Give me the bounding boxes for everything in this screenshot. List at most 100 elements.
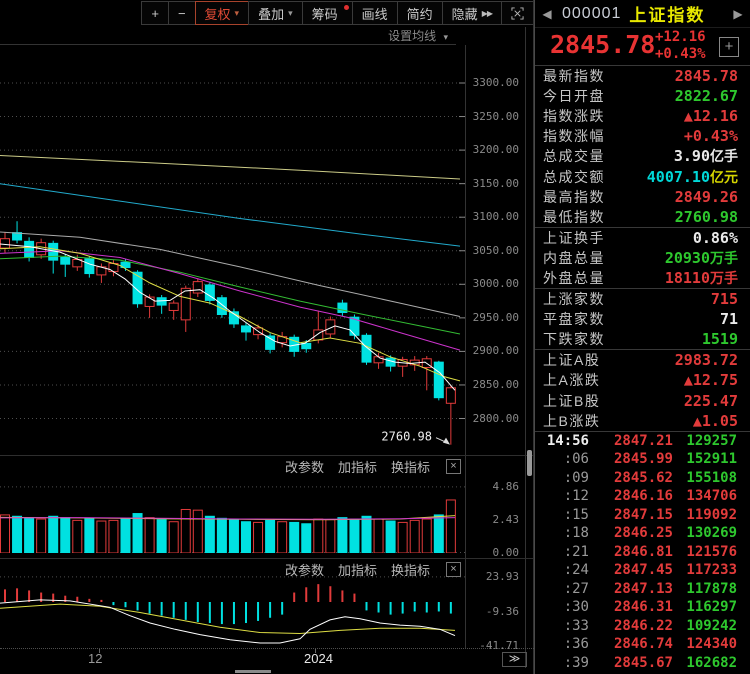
fullscreen-button[interactable]: [501, 1, 534, 25]
price-block: 2845.78 +12.16 +0.43% +: [535, 28, 750, 65]
tick-volume: 129257: [686, 432, 737, 449]
volume-bar: [265, 519, 276, 553]
stat-label: 最低指数: [543, 208, 605, 225]
stat-row: 上证换手 0.86%: [535, 228, 750, 248]
main-y-axis: 3300.00 3250.00 3200.00 3150.00 3100.00 3050.…: [466, 45, 533, 455]
tick-time: 14:56: [546, 432, 589, 449]
stat-value: 2845.78: [674, 67, 738, 86]
tick-time: :15: [563, 506, 589, 523]
add-indicator-link[interactable]: 加指标: [337, 563, 377, 578]
stat-value: 0.86%: [692, 228, 738, 247]
axis-tick-label: 2950.00: [472, 310, 519, 324]
tick-row: :09 2845.62 155108: [535, 469, 750, 488]
macd-chart[interactable]: [0, 570, 466, 648]
tick-row: :12 2846.16 134706: [535, 487, 750, 506]
volume-panel-header: 改参数 加指标 换指标 ×: [0, 458, 464, 475]
add-indicator-link[interactable]: 加指标: [337, 460, 377, 475]
macd-y-axis: 23.93 -9.36 -41.71: [466, 570, 533, 652]
volume-bar: [168, 521, 179, 553]
axis-tick-label: 2800.00: [472, 411, 519, 425]
close-volume-panel-button[interactable]: ×: [446, 459, 461, 474]
candle-body: [228, 311, 239, 325]
overlay-button[interactable]: 叠加 ▾: [248, 1, 303, 25]
volume-bar: [361, 515, 372, 553]
expand-right-button[interactable]: ≫: [502, 652, 527, 667]
volume-bar: [313, 518, 324, 553]
tick-volume: 117878: [686, 580, 737, 597]
volume-bar: [84, 518, 95, 553]
next-stock-arrow[interactable]: ▶: [733, 6, 743, 21]
zoom-out-button[interactable]: −: [167, 1, 196, 25]
tick-row: :06 2845.99 152911: [535, 450, 750, 469]
axis-tick-label: 3000.00: [472, 277, 519, 291]
add-to-watchlist-button[interactable]: +: [719, 37, 739, 57]
stat-unit: 亿元: [710, 169, 738, 186]
candle-body: [144, 296, 155, 307]
ma-settings-dropdown[interactable]: 设置均线 ▾: [388, 27, 448, 44]
volume-bar: [180, 508, 191, 553]
stock-code: 000001: [562, 4, 622, 22]
vertical-scrollbar-thumb[interactable]: [527, 450, 532, 476]
stat-row: 最高指数 2849.26: [535, 187, 750, 207]
volume-bar: [253, 521, 264, 553]
hide-label: 隐藏: [451, 6, 478, 22]
draw-line-button[interactable]: 画线: [351, 1, 398, 25]
switch-indicator-link[interactable]: 换指标: [390, 563, 430, 578]
volume-bar: [132, 513, 143, 553]
candle-body: [132, 271, 143, 305]
volume-chart[interactable]: [0, 455, 466, 553]
volume-y-axis: 4.86 2.43 0.00: [466, 455, 533, 559]
candle-body: [192, 281, 203, 294]
stat-row: 上B涨跌 ▲1.05: [535, 411, 750, 431]
tick-price: 2846.22: [613, 617, 673, 634]
simple-mode-button[interactable]: 简约: [396, 1, 443, 25]
change-param-link[interactable]: 改参数: [284, 563, 324, 578]
stat-row: 最低指数 2760.98: [535, 207, 750, 227]
minus-icon: −: [177, 5, 186, 21]
candle-body: [337, 302, 348, 313]
stat-row: 今日开盘 2822.67: [535, 86, 750, 106]
volume-bar: [397, 521, 408, 553]
stat-value: 1519: [701, 330, 738, 349]
volume-bar: [108, 519, 119, 553]
tick-volume: 109242: [686, 617, 737, 634]
stat-label: 上涨家数: [543, 291, 605, 308]
volume-bar: [241, 521, 251, 553]
plot-right-border: [465, 45, 466, 648]
stat-row: 外盘总量 18110 万手: [535, 268, 750, 288]
axis-tick-label: 2900.00: [472, 344, 519, 358]
tick-time: :33: [563, 617, 589, 634]
volume-bar: [445, 499, 456, 553]
stat-value: 2983.72: [674, 351, 738, 370]
horizontal-scrollbar-thumb[interactable]: [235, 670, 271, 673]
zoom-in-button[interactable]: +: [141, 1, 169, 25]
stat-value: 2822.67: [674, 87, 738, 106]
adjust-price-button[interactable]: 复权 ▾: [194, 1, 250, 25]
price-change-pct: +0.43%: [655, 46, 706, 62]
close-macd-panel-button[interactable]: ×: [446, 562, 461, 577]
ma-line-ma20: [0, 250, 461, 351]
tick-price: 2847.13: [613, 580, 673, 597]
divider: [535, 288, 750, 290]
change-param-link[interactable]: 改参数: [284, 460, 324, 475]
volume-bar: [385, 520, 396, 553]
draw-line-label: 画线: [361, 6, 388, 22]
chip-distribution-button[interactable]: 筹码: [301, 1, 353, 25]
hide-button[interactable]: 隐藏 ▶▶: [441, 1, 502, 25]
macd-panel-header: 改参数 加指标 换指标 ×: [0, 561, 464, 578]
prev-stock-arrow[interactable]: ◀: [542, 6, 552, 21]
volume-bar: [24, 517, 35, 553]
stat-label: 外盘总量: [543, 269, 605, 286]
candlestick-chart[interactable]: 2760.98: [0, 45, 466, 455]
stat-value: 225.47: [683, 391, 738, 410]
stat-label: 下跌家数: [543, 331, 605, 348]
tick-volume: 155108: [686, 469, 737, 486]
stat-label: 内盘总量: [543, 249, 605, 266]
stat-unit: 万手: [710, 250, 738, 267]
candle-body: [0, 238, 10, 249]
candle-body: [180, 287, 191, 321]
stat-value: 4007.10: [646, 167, 710, 186]
switch-indicator-link[interactable]: 换指标: [390, 460, 430, 475]
stat-label: 平盘家数: [543, 311, 605, 328]
